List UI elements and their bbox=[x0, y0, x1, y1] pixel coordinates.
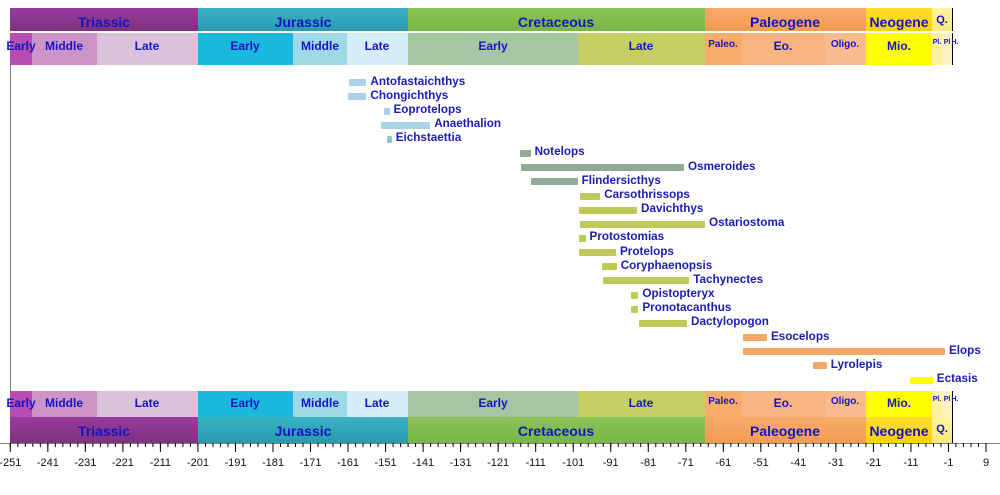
svg-text:-191: -191 bbox=[224, 457, 246, 469]
svg-text:-1: -1 bbox=[944, 457, 954, 469]
svg-text:-131: -131 bbox=[450, 457, 472, 469]
svg-text:-251: -251 bbox=[0, 457, 21, 469]
svg-text:-231: -231 bbox=[74, 457, 96, 469]
svg-text:-21: -21 bbox=[865, 457, 881, 469]
svg-text:-81: -81 bbox=[640, 457, 656, 469]
svg-text:-221: -221 bbox=[112, 457, 134, 469]
svg-text:-181: -181 bbox=[262, 457, 284, 469]
svg-text:-91: -91 bbox=[603, 457, 619, 469]
svg-text:-41: -41 bbox=[790, 457, 806, 469]
svg-text:-141: -141 bbox=[412, 457, 434, 469]
svg-text:-151: -151 bbox=[375, 457, 397, 469]
svg-text:-171: -171 bbox=[300, 457, 322, 469]
svg-text:-11: -11 bbox=[903, 457, 918, 469]
svg-text:-31: -31 bbox=[828, 457, 844, 469]
svg-text:-211: -211 bbox=[150, 457, 171, 469]
svg-text:-111: -111 bbox=[525, 457, 545, 469]
svg-text:-101: -101 bbox=[562, 457, 584, 469]
svg-text:-121: -121 bbox=[487, 457, 509, 469]
svg-text:-51: -51 bbox=[753, 457, 769, 469]
svg-text:-61: -61 bbox=[715, 457, 731, 469]
svg-text:-201: -201 bbox=[187, 457, 209, 469]
svg-text:-241: -241 bbox=[37, 457, 59, 469]
svg-text:-71: -71 bbox=[678, 457, 694, 469]
svg-text:-161: -161 bbox=[337, 457, 359, 469]
svg-text:9: 9 bbox=[983, 457, 989, 469]
